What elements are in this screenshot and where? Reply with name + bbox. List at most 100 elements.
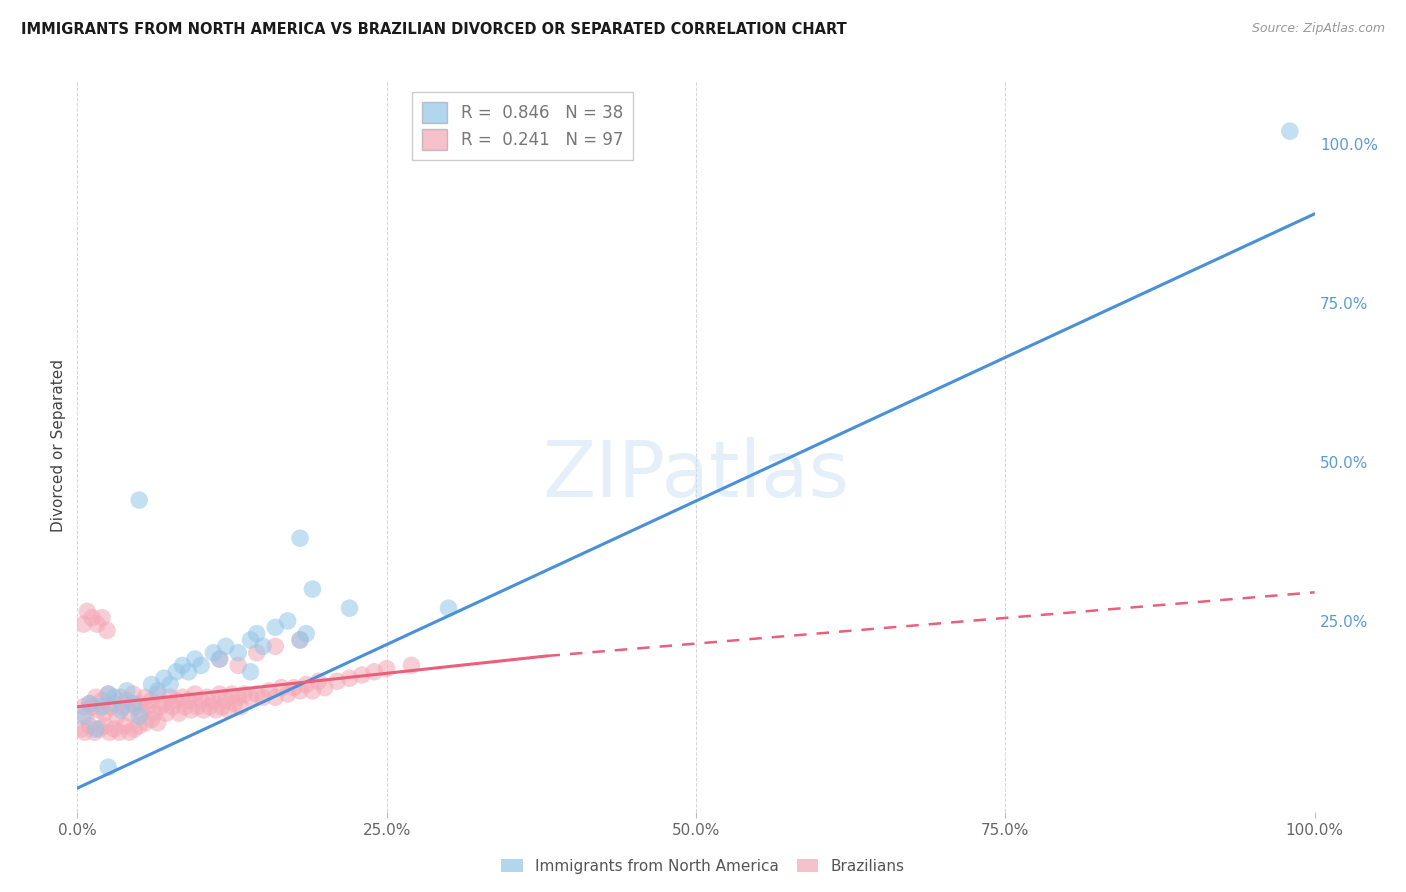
Point (215, 640, 238, 654)
Point (82, 611, 104, 625)
Point (91, 699, 114, 714)
Point (75, 709, 97, 723)
Point (295, 626, 318, 640)
Point (72, 699, 94, 714)
Point (89, 722, 111, 736)
Point (153, 697, 176, 711)
Point (79, 697, 101, 711)
Point (184, 652, 207, 666)
Point (246, 646, 269, 660)
Point (326, 674, 349, 689)
Point (128, 697, 150, 711)
Point (339, 671, 361, 685)
Point (301, 582, 323, 596)
Point (105, 709, 128, 723)
Point (146, 684, 169, 698)
Point (314, 681, 336, 695)
Point (208, 652, 231, 666)
Point (93, 706, 115, 720)
Point (226, 658, 249, 673)
Point (283, 681, 305, 695)
Point (83, 725, 105, 739)
Point (184, 687, 207, 701)
Point (252, 690, 274, 705)
Point (215, 693, 238, 707)
Point (72, 709, 94, 723)
Point (363, 665, 385, 679)
Point (159, 677, 181, 691)
Point (165, 665, 187, 679)
Point (172, 690, 194, 705)
Point (141, 693, 163, 707)
Point (270, 681, 292, 695)
Point (134, 715, 156, 730)
Point (159, 690, 181, 705)
Point (177, 665, 200, 679)
Point (134, 690, 156, 705)
Point (193, 703, 215, 717)
Point (239, 665, 262, 679)
Point (73, 725, 96, 739)
Point (252, 640, 274, 654)
Point (165, 693, 187, 707)
Point (84, 690, 107, 705)
Point (128, 719, 150, 733)
Point (118, 706, 141, 720)
Point (98, 725, 121, 739)
Point (208, 687, 231, 701)
Point (112, 699, 135, 714)
Point (141, 677, 163, 691)
Point (79, 697, 101, 711)
Point (153, 671, 176, 685)
Point (86, 617, 108, 632)
Point (205, 703, 228, 717)
Point (110, 690, 132, 705)
Point (239, 632, 262, 647)
Point (172, 658, 194, 673)
Point (124, 699, 146, 714)
Point (295, 677, 318, 691)
Point (122, 687, 145, 701)
Point (202, 693, 225, 707)
Point (177, 693, 200, 707)
Point (375, 662, 398, 676)
Point (97, 687, 120, 701)
Point (136, 699, 159, 714)
Point (79, 719, 101, 733)
Point (112, 719, 135, 733)
Point (141, 713, 163, 727)
Point (198, 699, 221, 714)
Point (70, 722, 93, 736)
Point (87, 703, 110, 717)
Point (128, 709, 150, 723)
Point (76, 604, 98, 618)
Point (288, 632, 311, 647)
Point (143, 706, 166, 720)
Point (264, 640, 287, 654)
Point (174, 699, 197, 714)
Point (277, 687, 299, 701)
Point (217, 703, 239, 717)
Point (1278, 124, 1301, 138)
Point (308, 674, 330, 689)
Point (115, 684, 138, 698)
Point (122, 697, 145, 711)
Point (155, 706, 177, 720)
Point (162, 699, 184, 714)
Point (103, 722, 125, 736)
Point (339, 601, 361, 615)
Point (146, 687, 169, 701)
Point (224, 697, 246, 711)
Point (128, 493, 150, 508)
Point (72, 617, 94, 632)
Text: ZIPatlas: ZIPatlas (543, 437, 849, 513)
Point (246, 626, 269, 640)
Point (103, 690, 125, 705)
Point (233, 687, 256, 701)
Y-axis label: Divorced or Separated: Divorced or Separated (51, 359, 66, 533)
Point (288, 684, 311, 698)
Point (229, 699, 252, 714)
Point (246, 687, 269, 701)
Point (195, 690, 218, 705)
Point (122, 722, 145, 736)
